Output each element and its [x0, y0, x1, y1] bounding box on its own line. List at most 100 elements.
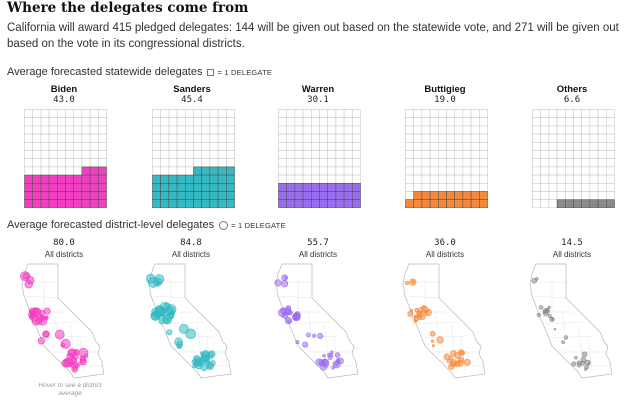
district-circle[interactable] [561, 340, 565, 344]
district-circle[interactable] [295, 340, 300, 345]
district-circle[interactable] [459, 350, 466, 356]
district-circle[interactable] [450, 350, 457, 357]
district-circle[interactable] [71, 356, 77, 363]
district-circle[interactable] [581, 351, 588, 358]
district-circle[interactable] [178, 323, 189, 334]
district-circle[interactable] [185, 328, 196, 340]
district-circle[interactable] [24, 280, 33, 289]
district-circle[interactable] [192, 364, 197, 369]
district-circle[interactable] [571, 361, 577, 367]
district-circle[interactable] [68, 348, 76, 357]
district-circle[interactable] [574, 356, 578, 360]
district-circle[interactable] [322, 354, 326, 358]
district-circle[interactable] [413, 315, 420, 321]
district-circle[interactable] [176, 343, 182, 350]
delegate-cell-empty [278, 125, 287, 135]
district-circle[interactable] [281, 274, 288, 281]
district-circle[interactable] [42, 330, 50, 338]
district-map-warren[interactable] [258, 262, 378, 382]
district-circle[interactable] [168, 312, 174, 318]
district-circle[interactable] [294, 314, 300, 320]
district-circle[interactable] [83, 353, 89, 359]
district-circle[interactable] [30, 312, 36, 317]
delegate-cell-empty [184, 166, 194, 176]
district-circle[interactable] [463, 358, 471, 366]
district-circle[interactable] [576, 362, 582, 368]
district-circle[interactable] [20, 271, 30, 282]
delegate-cell-filled [294, 191, 304, 200]
district-circle[interactable] [456, 359, 464, 367]
district-circle[interactable] [71, 365, 79, 373]
district-circle[interactable] [302, 341, 309, 348]
district-circle[interactable] [330, 350, 334, 354]
district-circle[interactable] [193, 355, 201, 363]
district-circle[interactable] [414, 308, 419, 313]
district-circle[interactable] [54, 329, 65, 340]
district-circle[interactable] [404, 280, 410, 286]
district-circle[interactable] [274, 279, 282, 287]
delegate-cell-filled [573, 199, 582, 209]
delegate-cell-filled [56, 183, 66, 192]
district-circle[interactable] [549, 316, 555, 322]
delegate-cell-empty [548, 174, 558, 184]
district-circle[interactable] [306, 332, 311, 338]
delegate-cell-filled [168, 199, 178, 209]
district-map-biden[interactable] [4, 262, 124, 382]
district-circle[interactable] [285, 305, 292, 311]
district-circle[interactable] [334, 352, 341, 358]
district-circle[interactable] [44, 315, 49, 320]
district-circle[interactable] [281, 280, 289, 288]
district-circle[interactable] [154, 305, 166, 317]
district-circle[interactable] [531, 278, 537, 284]
district-circle[interactable] [584, 367, 588, 371]
district-circle[interactable] [421, 305, 426, 309]
district-circle[interactable] [153, 277, 163, 287]
district-circle[interactable] [553, 327, 557, 331]
district-circle[interactable] [60, 342, 66, 348]
district-circle[interactable] [547, 305, 551, 309]
district-circle[interactable] [208, 350, 216, 358]
district-circle[interactable] [327, 352, 331, 357]
district-circle[interactable] [205, 359, 211, 365]
delegate-cell-empty [532, 183, 541, 192]
district-circle[interactable] [411, 280, 415, 284]
district-circle[interactable] [331, 366, 335, 370]
district-circle[interactable] [201, 350, 210, 359]
district-circle[interactable] [312, 333, 317, 338]
district-circle[interactable] [547, 314, 552, 319]
district-circle[interactable] [197, 361, 203, 367]
district-circle[interactable] [424, 309, 432, 316]
district-circle[interactable] [409, 308, 414, 313]
district-circle[interactable] [416, 311, 423, 317]
district-circle[interactable] [39, 309, 46, 317]
district-circle[interactable] [436, 336, 444, 344]
district-circle[interactable] [538, 305, 544, 310]
district-circle[interactable] [281, 312, 289, 319]
district-circle[interactable] [80, 357, 87, 364]
district-circle[interactable] [166, 329, 173, 336]
district-circle[interactable] [37, 337, 46, 345]
district-circle[interactable] [318, 359, 325, 366]
delegate-cell-filled [564, 199, 574, 209]
district-circle[interactable] [429, 330, 436, 337]
district-circle[interactable] [317, 332, 324, 339]
district-map-others[interactable] [512, 262, 632, 382]
district-map-buttigieg[interactable] [385, 262, 505, 382]
district-circle[interactable] [337, 357, 344, 365]
district-circle[interactable] [580, 356, 587, 363]
district-circle[interactable] [35, 318, 42, 325]
district-circle[interactable] [158, 318, 165, 325]
delegate-cell-filled [226, 191, 235, 200]
delegate-cell-empty [73, 133, 83, 143]
district-circle[interactable] [543, 311, 549, 317]
delegate-cell-filled [556, 199, 566, 209]
district-circle[interactable] [430, 339, 435, 343]
district-circle[interactable] [200, 363, 208, 372]
district-circle[interactable] [563, 335, 569, 340]
district-circle[interactable] [536, 312, 541, 318]
district-circle[interactable] [431, 344, 435, 348]
district-circle[interactable] [584, 359, 591, 366]
district-circle[interactable] [207, 363, 213, 369]
district-map-sanders[interactable] [131, 262, 251, 382]
district-circle[interactable] [284, 317, 293, 325]
